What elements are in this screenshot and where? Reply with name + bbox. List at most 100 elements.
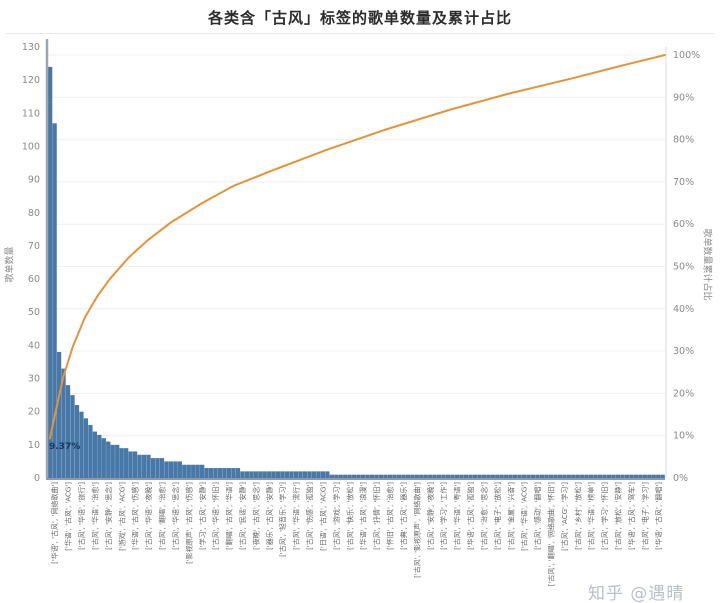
x-tick-label: ['华语', '古风', '网络歌曲'] — [50, 482, 59, 564]
x-tick-label: ['古风', '华语', '流行'] — [292, 482, 301, 550]
bar — [217, 468, 223, 478]
x-tick-label: ['古风', '华语', '治愈'] — [90, 482, 99, 550]
y-left-tick-label: 100 — [22, 141, 40, 152]
x-tick-label: ['华语', '古风', 'ACG'] — [64, 482, 73, 551]
bar — [383, 474, 388, 478]
bar — [508, 474, 513, 478]
bar — [177, 461, 182, 478]
y-right-tick-label: 20% — [673, 388, 694, 399]
x-tick-label: ['古风', '安静', '思念'] — [104, 482, 113, 550]
bar — [186, 464, 191, 478]
x-tick-label: ['影视原声', '古风', '伤感'] — [184, 482, 193, 564]
bar — [651, 474, 656, 478]
bar — [423, 474, 428, 478]
bar — [419, 474, 424, 478]
bar — [298, 471, 303, 478]
bar — [410, 474, 415, 478]
bar — [240, 471, 245, 478]
bar — [146, 454, 151, 478]
bar — [441, 474, 446, 478]
bar — [128, 451, 133, 478]
bar — [334, 474, 339, 478]
bar — [606, 474, 612, 478]
bar — [271, 471, 276, 478]
bar — [182, 464, 187, 478]
bar — [495, 474, 500, 478]
bar — [535, 474, 540, 478]
bar — [320, 471, 326, 478]
bar — [499, 474, 504, 478]
y-right-tick-label: 40% — [673, 304, 694, 315]
bar — [244, 471, 250, 478]
y-right-tick-label: 10% — [673, 431, 694, 442]
bar — [226, 468, 232, 478]
x-tick-label: ['古风', '华语', '思念'] — [171, 482, 180, 550]
y-axis-title-left: 歌单数量 — [5, 246, 16, 283]
x-tick-label: ['古风', '游戏', '学习'] — [332, 482, 341, 550]
bar — [110, 444, 115, 478]
bar — [208, 468, 214, 478]
bar — [343, 474, 348, 478]
bar — [88, 424, 93, 478]
y-left-tick-label: 110 — [22, 108, 40, 119]
bar — [101, 438, 106, 478]
x-tick-label: ['古风', '学习', '工作'] — [439, 482, 448, 550]
bar — [302, 471, 308, 478]
bar — [360, 474, 366, 478]
bar — [642, 474, 647, 478]
bar — [548, 474, 554, 478]
bar — [539, 474, 545, 478]
page-title: 各类含「古风」标签的歌单数量及累计占比 — [207, 9, 512, 27]
bar — [562, 474, 567, 478]
x-tick-label: ['古风', '轻音乐', '学习'] — [278, 482, 287, 557]
bar — [267, 471, 272, 478]
bar — [79, 411, 84, 478]
y-left-tick-label: 130 — [22, 42, 40, 53]
bar — [329, 474, 334, 478]
bar — [293, 471, 299, 478]
bar — [92, 431, 97, 478]
x-tick-label: ['古风', '抒情', '怀旧'] — [372, 482, 381, 550]
y-left-tick-label: 90 — [28, 175, 40, 186]
bar — [553, 474, 558, 478]
bar — [74, 405, 80, 478]
y-right-tick-label: 100% — [673, 50, 700, 61]
bar — [150, 458, 156, 478]
bar — [521, 474, 527, 478]
bar — [141, 454, 147, 478]
y-right-tick-label: 90% — [673, 92, 694, 103]
x-tick-label: ['古风', '华语', '旅行'] — [77, 482, 86, 550]
bar — [445, 474, 451, 478]
y-right-tick-label: 30% — [673, 346, 694, 357]
bar — [392, 474, 397, 478]
x-tick-label: ['古风', '电子', '放松'] — [493, 482, 502, 550]
bar — [204, 468, 209, 478]
bar — [378, 474, 384, 478]
bar — [477, 474, 482, 478]
y-left-tick-label: 0 — [34, 473, 40, 484]
x-tick-label: ['古风', '感动', '翻唱'] — [533, 482, 542, 550]
y-right-tick-label: 70% — [673, 177, 694, 188]
bar — [56, 352, 62, 478]
bar — [168, 461, 174, 478]
bar — [356, 474, 361, 478]
y-left-tick-label: 10 — [28, 440, 40, 451]
watermark: 知乎 @遇晴 — [588, 584, 685, 603]
bar — [284, 471, 290, 478]
x-tick-label: ['华语', '古风', '浪漫'] — [359, 482, 368, 550]
bar — [633, 474, 638, 478]
bar — [517, 474, 522, 478]
bar — [235, 468, 241, 478]
y-left-tick-label: 80 — [28, 208, 40, 219]
bar — [530, 474, 536, 478]
y-left-tick-label: 20 — [28, 407, 40, 418]
bar — [276, 471, 281, 478]
bar — [544, 474, 549, 478]
bar — [387, 474, 393, 478]
bar — [124, 448, 129, 478]
x-tick-label: ['古风', '华语', '夜晚'] — [144, 482, 153, 550]
bar — [450, 474, 455, 478]
bar — [602, 474, 607, 478]
first-point-annotation: 9.37% — [49, 442, 81, 452]
